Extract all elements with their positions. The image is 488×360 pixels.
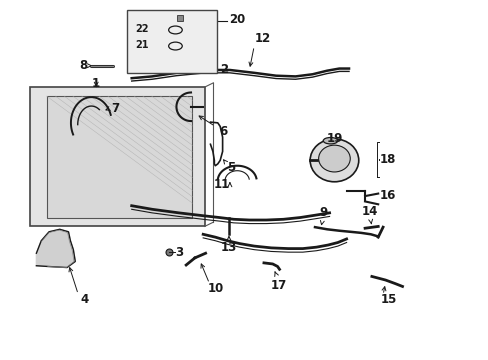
Bar xyxy=(30,87,204,226)
Text: 14: 14 xyxy=(361,204,377,217)
Text: 16: 16 xyxy=(379,189,395,202)
Text: 2: 2 xyxy=(220,63,228,76)
Text: 19: 19 xyxy=(326,132,343,145)
Text: 15: 15 xyxy=(380,293,396,306)
Ellipse shape xyxy=(318,145,349,172)
Text: 13: 13 xyxy=(221,242,237,255)
Text: 4: 4 xyxy=(80,293,88,306)
Bar xyxy=(46,96,192,217)
Text: 22: 22 xyxy=(135,23,149,33)
Text: 8: 8 xyxy=(79,59,87,72)
Text: 17: 17 xyxy=(270,279,286,292)
Text: 18: 18 xyxy=(379,153,395,166)
Ellipse shape xyxy=(323,138,337,144)
Bar xyxy=(126,10,216,73)
Polygon shape xyxy=(36,229,75,267)
Text: 21: 21 xyxy=(135,40,149,50)
Text: 1: 1 xyxy=(92,77,100,90)
Text: 7: 7 xyxy=(111,102,119,115)
Ellipse shape xyxy=(309,139,358,182)
Text: 5: 5 xyxy=(227,161,235,174)
Text: 6: 6 xyxy=(219,125,227,138)
Text: 11: 11 xyxy=(213,178,229,191)
Text: 9: 9 xyxy=(319,206,327,219)
Text: 12: 12 xyxy=(254,32,270,45)
Text: 3: 3 xyxy=(175,246,183,258)
Text: 20: 20 xyxy=(228,13,244,26)
Text: 10: 10 xyxy=(207,283,224,296)
